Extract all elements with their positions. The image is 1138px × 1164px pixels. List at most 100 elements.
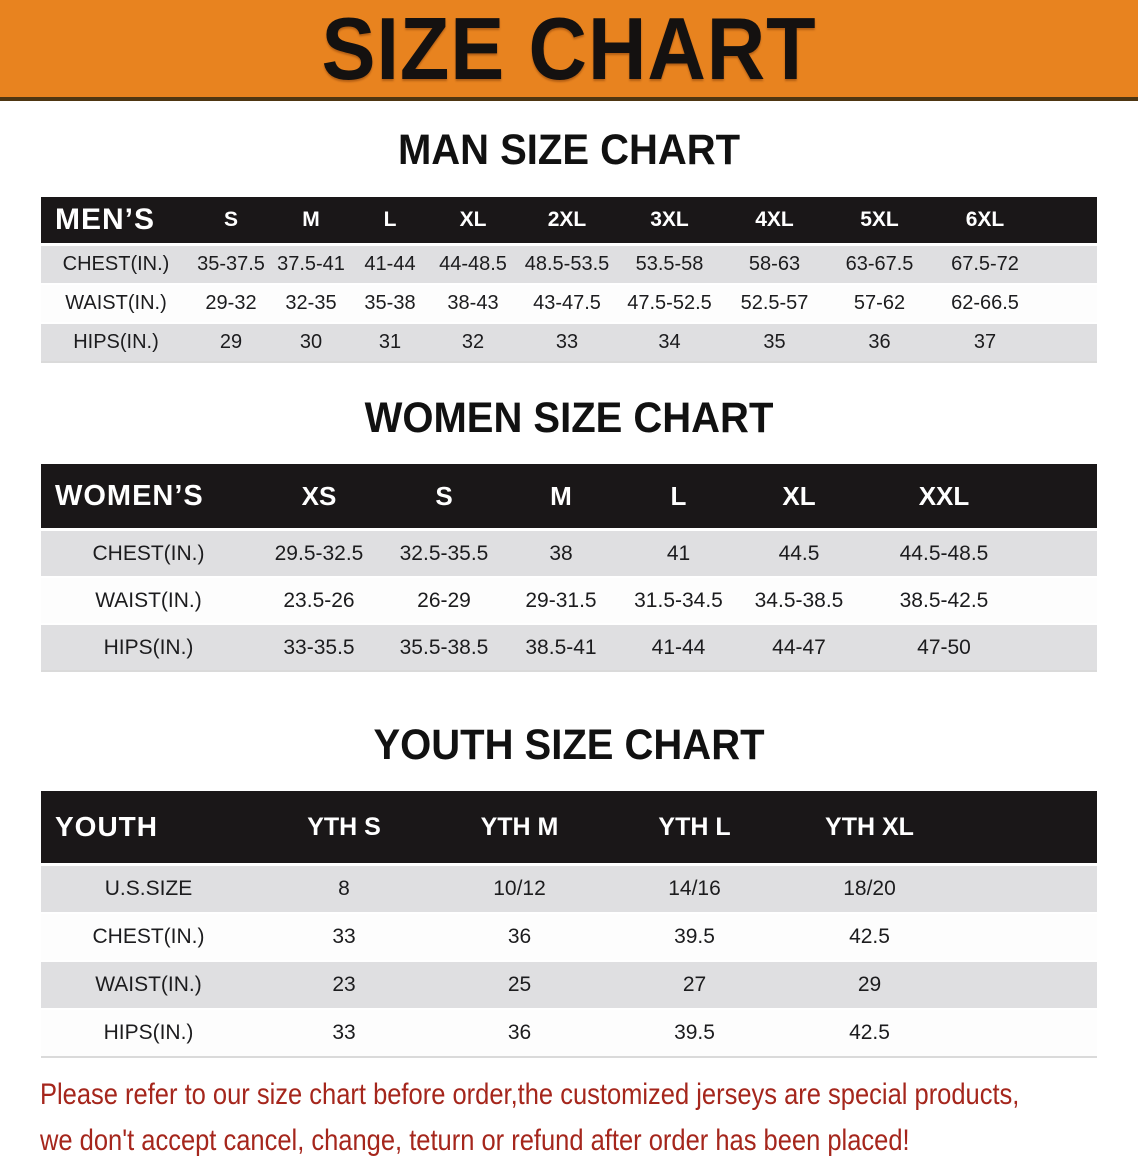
size-value-cell: 38-43 xyxy=(429,284,517,324)
size-value-cell: 38.5-42.5 xyxy=(857,577,1031,625)
men-waist-row: WAIST(IN.) 29-32 32-35 35-38 38-43 43-47… xyxy=(41,284,1097,324)
size-value-cell: 14/16 xyxy=(607,864,782,914)
men-hips-row: HIPS(IN.) 29 30 31 32 33 34 35 36 37 xyxy=(41,323,1097,363)
men-size-header-xl: XL xyxy=(429,197,517,246)
women-header-row: WOMEN’S XS S M L XL XXL xyxy=(41,464,1097,531)
size-value-cell: 32 xyxy=(429,323,517,363)
size-value-cell: 29-32 xyxy=(191,284,271,324)
row-filler xyxy=(1031,624,1097,672)
men-size-header-s: S xyxy=(191,197,271,246)
size-value-cell: 29 xyxy=(782,961,957,1010)
size-value-cell: 39.5 xyxy=(607,1009,782,1058)
size-value-cell: 8 xyxy=(256,864,432,914)
size-value-cell: 23.5-26 xyxy=(256,577,382,625)
youth-section-heading: YOUTH SIZE CHART xyxy=(373,721,765,769)
size-value-cell: 62-66.5 xyxy=(932,284,1038,324)
men-size-header-3xl: 3XL xyxy=(617,197,722,246)
size-value-cell: 29.5-32.5 xyxy=(256,529,382,578)
row-label: CHEST(IN.) xyxy=(41,529,256,578)
size-value-cell: 32-35 xyxy=(271,284,351,324)
youth-size-table: YOUTH YTH S YTH M YTH L YTH XL U.S.SIZE … xyxy=(41,791,1097,1058)
youth-header-row: YOUTH YTH S YTH M YTH L YTH XL xyxy=(41,791,1097,866)
row-filler xyxy=(1038,244,1097,285)
row-filler xyxy=(957,913,1097,962)
size-value-cell: 63-67.5 xyxy=(827,244,932,285)
youth-waist-row: WAIST(IN.) 23 25 27 29 xyxy=(41,961,1097,1010)
size-value-cell: 57-62 xyxy=(827,284,932,324)
youth-size-header-xl: YTH XL xyxy=(782,791,957,866)
row-label: CHEST(IN.) xyxy=(41,244,191,285)
youth-header-filler xyxy=(957,791,1097,866)
women-section-heading: WOMEN SIZE CHART xyxy=(364,394,774,442)
size-value-cell: 32.5-35.5 xyxy=(382,529,506,578)
size-value-cell: 67.5-72 xyxy=(932,244,1038,285)
size-value-cell: 48.5-53.5 xyxy=(517,244,617,285)
size-value-cell: 23 xyxy=(256,961,432,1010)
size-value-cell: 25 xyxy=(432,961,607,1010)
size-value-cell: 44.5-48.5 xyxy=(857,529,1031,578)
men-size-header-m: M xyxy=(271,197,351,246)
women-size-header-xl: XL xyxy=(741,464,857,531)
size-value-cell: 10/12 xyxy=(432,864,607,914)
size-value-cell: 42.5 xyxy=(782,913,957,962)
size-value-cell: 41-44 xyxy=(616,624,741,672)
men-size-table: MEN’S S M L XL 2XL 3XL 4XL 5XL 6XL CHEST… xyxy=(41,197,1097,363)
youth-size-header-l: YTH L xyxy=(607,791,782,866)
size-value-cell: 36 xyxy=(432,913,607,962)
size-value-cell: 37 xyxy=(932,323,1038,363)
men-corner-label: MEN’S xyxy=(41,197,191,246)
men-size-header-2xl: 2XL xyxy=(517,197,617,246)
women-size-table: WOMEN’S XS S M L XL XXL CHEST(IN.) 29.5-… xyxy=(41,464,1097,672)
women-size-header-s: S xyxy=(382,464,506,531)
men-chest-row: CHEST(IN.) 35-37.5 37.5-41 41-44 44-48.5… xyxy=(41,244,1097,285)
women-header-filler xyxy=(1031,464,1097,531)
size-value-cell: 39.5 xyxy=(607,913,782,962)
women-size-header-l: L xyxy=(616,464,741,531)
women-hips-row: HIPS(IN.) 33-35.5 35.5-38.5 38.5-41 41-4… xyxy=(41,624,1097,672)
size-value-cell: 34 xyxy=(617,323,722,363)
women-chest-row: CHEST(IN.) 29.5-32.5 32.5-35.5 38 41 44.… xyxy=(41,529,1097,578)
youth-ussize-row: U.S.SIZE 8 10/12 14/16 18/20 xyxy=(41,864,1097,914)
youth-corner-label: YOUTH xyxy=(41,791,256,866)
men-size-header-4xl: 4XL xyxy=(722,197,827,246)
row-label: U.S.SIZE xyxy=(41,864,256,914)
men-size-header-l: L xyxy=(351,197,429,246)
size-value-cell: 31 xyxy=(351,323,429,363)
size-value-cell: 26-29 xyxy=(382,577,506,625)
size-value-cell: 36 xyxy=(827,323,932,363)
size-value-cell: 35-37.5 xyxy=(191,244,271,285)
row-filler xyxy=(1038,284,1097,324)
row-filler xyxy=(957,961,1097,1010)
youth-chest-row: CHEST(IN.) 33 36 39.5 42.5 xyxy=(41,913,1097,962)
youth-size-header-m: YTH M xyxy=(432,791,607,866)
size-value-cell: 18/20 xyxy=(782,864,957,914)
size-value-cell: 38.5-41 xyxy=(506,624,616,672)
banner-title: SIZE CHART xyxy=(321,0,817,98)
size-value-cell: 33 xyxy=(256,1009,432,1058)
size-value-cell: 47.5-52.5 xyxy=(617,284,722,324)
size-value-cell: 29-31.5 xyxy=(506,577,616,625)
row-label: WAIST(IN.) xyxy=(41,961,256,1010)
row-filler xyxy=(1031,529,1097,578)
row-label: HIPS(IN.) xyxy=(41,323,191,363)
women-size-header-xxl: XXL xyxy=(857,464,1031,531)
size-value-cell: 36 xyxy=(432,1009,607,1058)
size-value-cell: 42.5 xyxy=(782,1009,957,1058)
size-value-cell: 43-47.5 xyxy=(517,284,617,324)
size-value-cell: 35-38 xyxy=(351,284,429,324)
men-header-row: MEN’S S M L XL 2XL 3XL 4XL 5XL 6XL xyxy=(41,197,1097,246)
row-filler xyxy=(957,1009,1097,1058)
youth-size-header-s: YTH S xyxy=(256,791,432,866)
size-value-cell: 31.5-34.5 xyxy=(616,577,741,625)
size-value-cell: 33-35.5 xyxy=(256,624,382,672)
men-size-header-6xl: 6XL xyxy=(932,197,1038,246)
row-label: WAIST(IN.) xyxy=(41,284,191,324)
size-value-cell: 35.5-38.5 xyxy=(382,624,506,672)
disclaimer: Please refer to our size chart before or… xyxy=(40,1072,1137,1164)
women-waist-row: WAIST(IN.) 23.5-26 26-29 29-31.5 31.5-34… xyxy=(41,577,1097,625)
size-value-cell: 47-50 xyxy=(857,624,1031,672)
size-value-cell: 35 xyxy=(722,323,827,363)
row-label: CHEST(IN.) xyxy=(41,913,256,962)
row-filler xyxy=(1031,577,1097,625)
